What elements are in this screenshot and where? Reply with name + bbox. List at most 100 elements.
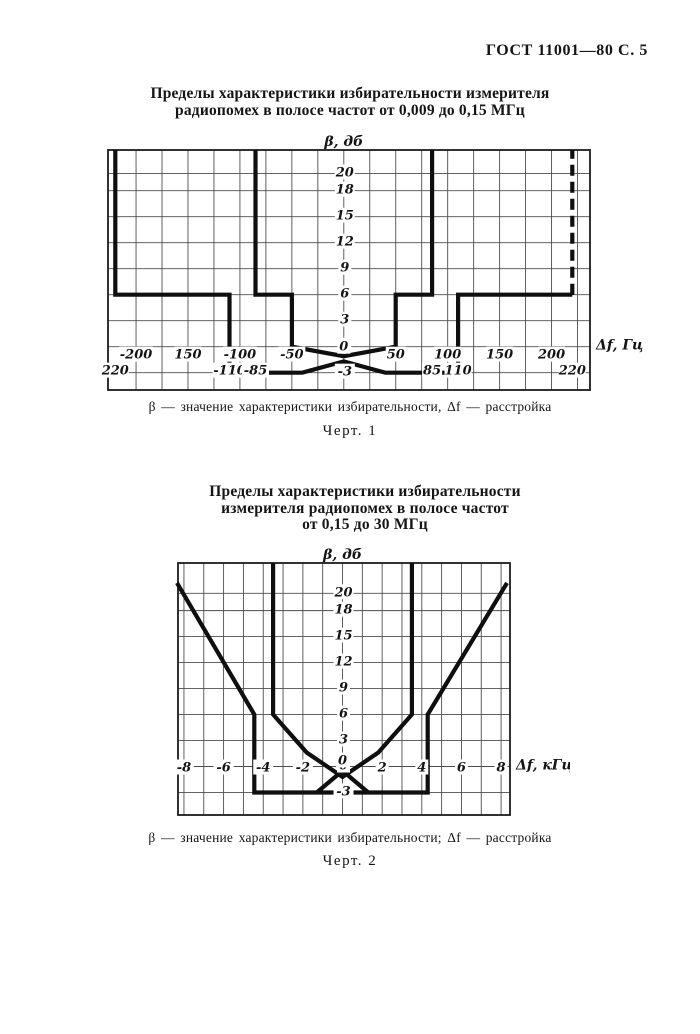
- fig2-title-line2: измерителя радиопомех в полосе частот: [221, 499, 509, 517]
- curve-outer_limit: [113, 150, 573, 375]
- label-mask: [444, 362, 472, 378]
- tick-label: 6: [340, 287, 349, 302]
- tick-label: 150: [486, 348, 513, 363]
- fig1-title-line2: радиопомех в полосе частот от 0,009 до 0…: [175, 101, 525, 119]
- tick-label: 0: [338, 754, 347, 769]
- tick-label: -6: [216, 761, 230, 776]
- fig1-caption: β — значение характеристики избирательно…: [148, 399, 552, 414]
- tick-label: 0: [339, 340, 348, 355]
- tick-label: -8: [177, 761, 191, 776]
- tick-label: 15: [334, 629, 352, 644]
- label-mask: [174, 346, 202, 362]
- tick-label: 6: [339, 707, 348, 722]
- label-mask: [292, 759, 313, 775]
- limit-curves: [113, 150, 575, 375]
- label-mask: [213, 759, 234, 775]
- x-axis-label: Δf, кГц: [515, 758, 570, 774]
- label-mask: [494, 759, 508, 775]
- tick-label: 2: [377, 761, 387, 776]
- label-mask: [338, 285, 352, 301]
- tick-label: 18: [336, 183, 354, 198]
- label-mask: [334, 164, 355, 180]
- tick-label: 18: [334, 603, 352, 618]
- fig2-title-line1: Пределы характеристики избирательности: [209, 483, 521, 500]
- fig1-selectivity-mask-plot: 201815129630-3-200150-100-50050100150200…: [101, 135, 643, 391]
- tick-label: 220: [558, 364, 586, 379]
- tick-label: 85: [423, 364, 441, 379]
- y-axis-label: β, дб: [322, 548, 362, 563]
- tick-label: 4: [417, 761, 426, 776]
- tick-label: -4: [256, 761, 270, 776]
- plot-frame: [107, 149, 591, 391]
- label-mask: [333, 783, 354, 799]
- fig1-title: Пределы характеристики избирательности и…: [0, 85, 700, 119]
- tick-label: 12: [334, 655, 352, 670]
- label-mask: [334, 363, 355, 379]
- fig2-caption: β — значение характеристики избирательно…: [148, 830, 552, 845]
- tick-label: 15: [336, 209, 354, 224]
- tick-label: -50: [280, 348, 304, 363]
- tick-label: -3: [336, 784, 350, 799]
- tick-label: 200: [537, 348, 565, 363]
- label-mask: [454, 759, 468, 775]
- label-mask: [336, 752, 350, 768]
- plot-frame: [177, 562, 511, 816]
- tick-label: 100: [434, 348, 461, 363]
- page-header: ГОСТ 11001—80 С. 5: [485, 42, 648, 59]
- curve-inner_limit: [270, 563, 414, 780]
- tick-label: 8: [497, 761, 506, 776]
- tick-label: 12: [336, 235, 354, 250]
- tick-label: 6: [457, 761, 466, 776]
- label-mask: [119, 346, 154, 362]
- label-mask: [334, 233, 355, 249]
- tick-label: -200: [120, 348, 153, 363]
- fig2-title: Пределы характеристики избирательности и…: [30, 483, 700, 534]
- label-mask: [242, 362, 270, 378]
- tick-label: -2: [296, 761, 310, 776]
- label-mask: [486, 346, 514, 362]
- fig1-figure-label: Черт. 1: [322, 423, 378, 439]
- tick-label: -110: [213, 364, 246, 379]
- label-mask: [422, 362, 443, 378]
- fig2-figure-label: Черт. 2: [322, 853, 378, 869]
- label-mask: [212, 362, 247, 378]
- tick-label: 150: [174, 348, 201, 363]
- tick-label: 3: [340, 313, 349, 328]
- curve-inner_limit: [253, 150, 435, 359]
- label-mask: [434, 346, 462, 362]
- tick-label: 20: [333, 585, 352, 600]
- label-mask: [415, 759, 429, 775]
- label-mask: [253, 759, 274, 775]
- fig2-title-line3: от 0,15 до 30 МГц: [302, 516, 428, 533]
- tick-label: 20: [335, 165, 354, 180]
- label-mask: [278, 346, 306, 362]
- label-mask: [333, 584, 354, 600]
- label-mask: [333, 653, 354, 669]
- y-axis-label: β, дб: [323, 135, 363, 150]
- tick-label: 3: [339, 733, 348, 748]
- label-mask: [334, 181, 355, 197]
- tick-label: -100: [224, 348, 257, 363]
- label-mask: [334, 207, 355, 223]
- tick-label: 50: [387, 348, 405, 363]
- x-axis-label: Δf, Гц: [595, 338, 643, 354]
- label-mask: [337, 705, 351, 721]
- tick-label: 220: [101, 364, 129, 379]
- label-mask: [337, 731, 351, 747]
- tick-label: 110: [445, 364, 472, 379]
- label-mask: [338, 311, 352, 327]
- label-mask: [333, 601, 354, 617]
- tick-label: 9: [340, 261, 349, 276]
- label-mask: [333, 627, 354, 643]
- label-mask: [337, 679, 351, 695]
- fig1-title-line1: Пределы характеристики избирательности и…: [150, 85, 550, 102]
- label-mask: [385, 346, 406, 362]
- label-mask: [175, 759, 194, 775]
- label-mask: [222, 346, 257, 362]
- label-mask: [538, 346, 566, 362]
- label-mask: [101, 362, 129, 378]
